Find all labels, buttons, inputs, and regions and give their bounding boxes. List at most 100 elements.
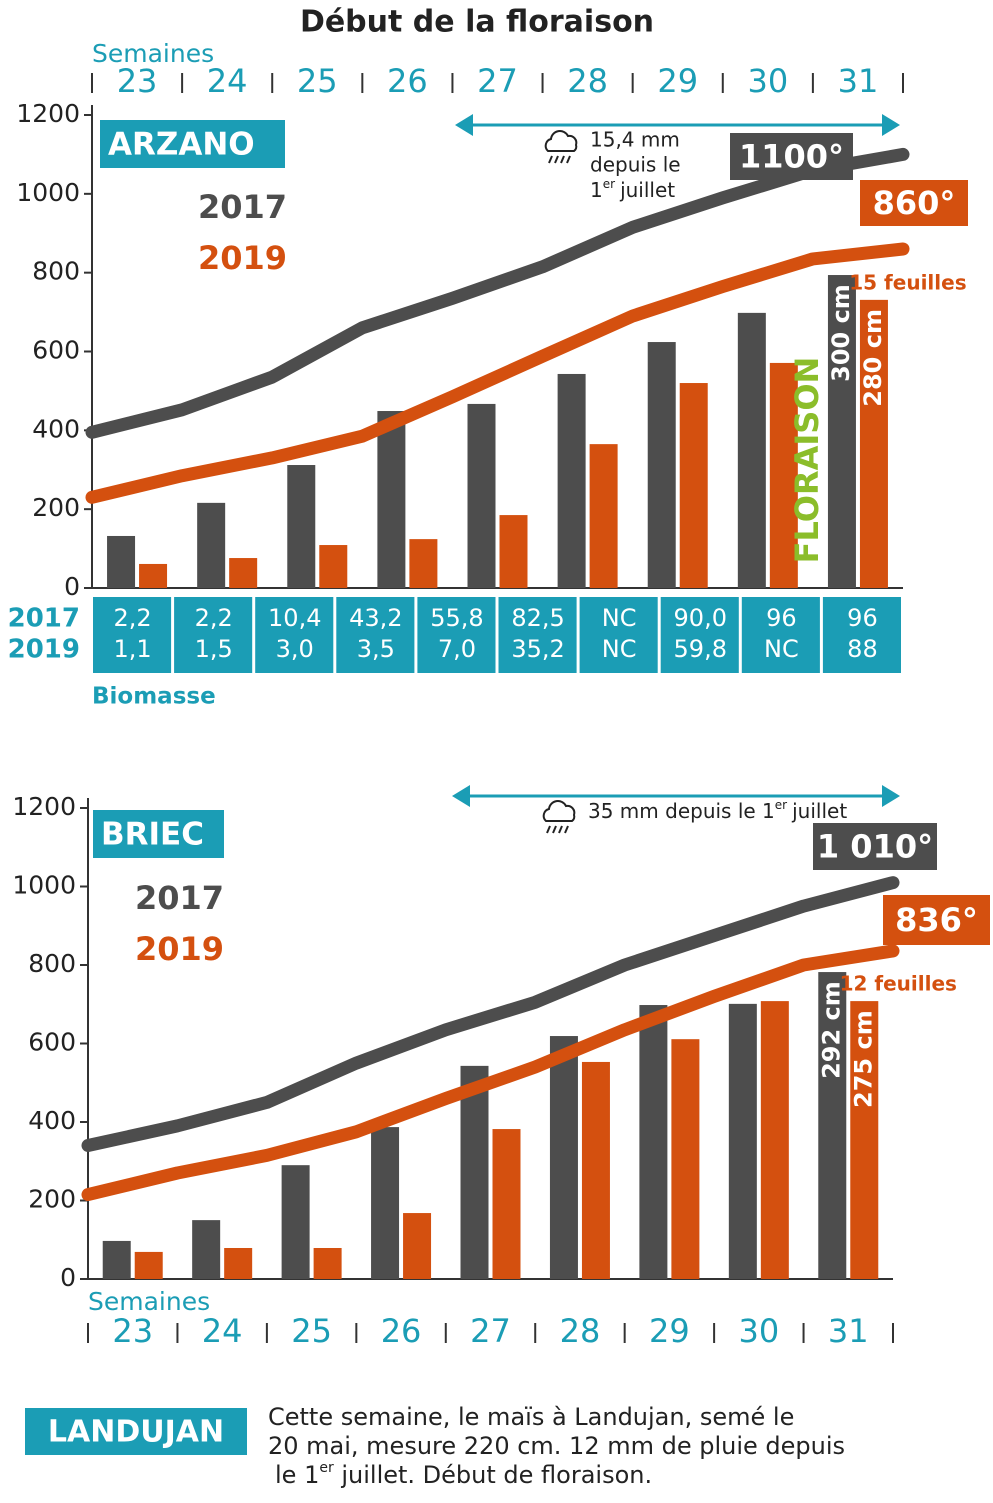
leaves-label: 12 feuilles xyxy=(840,972,957,996)
note-text: 35 mm depuis le 1 xyxy=(588,799,775,823)
bar xyxy=(224,1247,253,1279)
week-label: 29 xyxy=(649,1312,690,1350)
bar xyxy=(460,1065,489,1279)
bar xyxy=(371,1127,400,1279)
table-value: 10,4 xyxy=(268,604,321,632)
week-label: 26 xyxy=(381,1312,422,1350)
rain-note: 35 mm depuis le 1er juillet xyxy=(588,798,847,823)
table-cell xyxy=(579,597,658,673)
week-label: 31 xyxy=(828,1312,869,1350)
week-label: 25 xyxy=(291,1312,332,1350)
stage-label: FLORAISON xyxy=(788,357,826,564)
table-value: 96 xyxy=(766,604,797,632)
table-title: Biomasse xyxy=(92,684,216,710)
height-label: 292 cm xyxy=(817,981,845,1079)
y-tick-label: 600 xyxy=(28,1028,76,1057)
bar xyxy=(589,444,618,588)
bar xyxy=(287,465,316,588)
table-value: 96 xyxy=(847,604,878,632)
end-label-box xyxy=(883,895,990,945)
degree-line xyxy=(81,876,900,1152)
bar xyxy=(499,515,528,588)
y-tick-label: 1000 xyxy=(12,871,76,900)
bar xyxy=(737,312,766,588)
legend-label: 2017 xyxy=(198,188,287,226)
y-tick-label: 1000 xyxy=(16,178,80,207)
bar xyxy=(319,545,348,588)
bar xyxy=(679,383,708,588)
rain-drop xyxy=(554,155,559,164)
table-value: NC xyxy=(764,635,799,663)
table-cell xyxy=(255,597,334,673)
bar xyxy=(760,1001,789,1279)
site-label: BRIEC xyxy=(101,817,204,853)
bar xyxy=(827,275,856,588)
footer-site-box xyxy=(25,1408,247,1455)
bar xyxy=(377,411,406,588)
bar xyxy=(639,1005,668,1279)
footer-text: le 1er juillet. Début de floraison. xyxy=(275,1460,652,1489)
footer-site: LANDUJAN xyxy=(48,1415,224,1450)
y-tick-label: 1200 xyxy=(16,99,80,128)
bar xyxy=(107,535,136,588)
rain-icon xyxy=(542,800,576,822)
footer-text: 20 mai, mesure 220 cm. 12 mm de pluie de… xyxy=(268,1432,845,1460)
week-label: 30 xyxy=(747,62,788,100)
footer-text-part: juillet. Début de floraison. xyxy=(334,1461,652,1489)
table-cell xyxy=(417,597,496,673)
week-label: 23 xyxy=(112,1312,153,1350)
rain-drop xyxy=(560,155,565,164)
bar xyxy=(581,1061,610,1279)
bar xyxy=(850,1001,879,1279)
legend-label: 2017 xyxy=(135,879,224,917)
week-label: 31 xyxy=(838,62,879,100)
height-label: 280 cm xyxy=(859,309,887,407)
table-cell xyxy=(336,597,415,673)
degree-line xyxy=(85,147,910,439)
table-row-label: 2019 xyxy=(8,635,80,665)
y-tick-label: 800 xyxy=(32,257,80,286)
legend-label: 2019 xyxy=(135,930,224,968)
bar xyxy=(492,1129,521,1279)
bar xyxy=(557,373,586,588)
bar xyxy=(229,558,258,588)
table-value: 43,2 xyxy=(349,604,402,632)
superscript: er xyxy=(603,177,615,191)
y-tick-label: 800 xyxy=(28,949,76,978)
week-label: 27 xyxy=(477,62,518,100)
end-label: 860° xyxy=(873,184,956,222)
x-axis-title: Semaines xyxy=(88,1287,210,1316)
superscript: er xyxy=(319,1460,334,1476)
site-box xyxy=(93,810,224,858)
x-axis-title: Semaines xyxy=(92,39,214,68)
table-value: 3,5 xyxy=(357,635,395,663)
table-value: 35,2 xyxy=(511,635,564,663)
week-label: 30 xyxy=(738,1312,779,1350)
table-value: 82,5 xyxy=(511,604,564,632)
table-value: 7,0 xyxy=(438,635,476,663)
y-tick-label: 0 xyxy=(60,1263,76,1292)
table-value: 90,0 xyxy=(674,604,727,632)
rain-drop xyxy=(558,825,563,834)
end-label: 1100° xyxy=(739,138,844,176)
bar xyxy=(403,1213,432,1279)
week-label: 24 xyxy=(202,1312,243,1350)
footer-text: Cette semaine, le maïs à Landujan, semé … xyxy=(268,1403,794,1431)
y-tick-label: 1200 xyxy=(12,792,76,821)
y-tick-label: 400 xyxy=(28,1106,76,1135)
bar xyxy=(549,1036,578,1279)
end-label: 836° xyxy=(895,901,978,939)
main-title: Début de la floraison xyxy=(300,5,654,40)
week-label: 28 xyxy=(560,1312,601,1350)
end-label-box xyxy=(730,133,853,180)
superscript: er xyxy=(775,798,787,812)
degree-line xyxy=(85,242,910,504)
table-value: NC xyxy=(602,635,637,663)
table-value: 2,2 xyxy=(113,604,151,632)
table-cell xyxy=(741,597,820,673)
y-tick-label: 600 xyxy=(32,336,80,365)
table-value: 1,5 xyxy=(195,635,233,663)
bar xyxy=(467,403,496,588)
bar xyxy=(647,342,676,588)
